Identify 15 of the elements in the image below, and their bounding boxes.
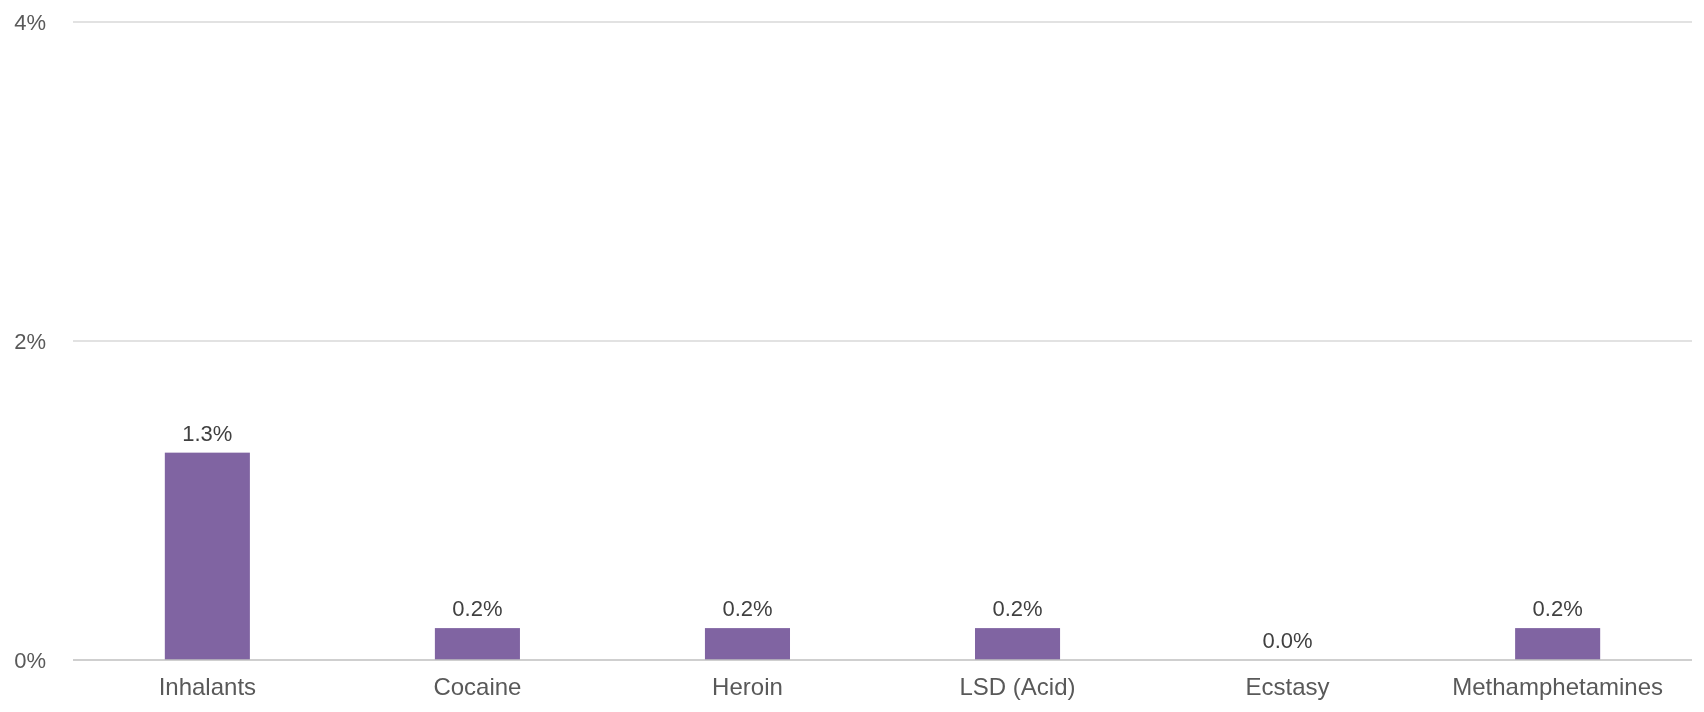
data-label: 0.2% [452,596,503,622]
data-label: 0.0% [1262,628,1313,653]
x-tick-label: Cocaine [433,673,522,700]
x-tick-label: Methamphetamines [1452,673,1664,700]
x-tick-label: LSD (Acid) [959,673,1076,700]
x-tick-label: Inhalants [158,673,257,700]
data-label: 0.2% [992,596,1043,622]
x-tick-label: Heroin [712,673,783,700]
data-label: 0.2% [722,596,773,622]
y-tick-label: 0% [14,647,46,673]
data-label: 1.3% [182,420,233,446]
x-tick-label: Ecstasy [1245,673,1330,700]
y-tick-label: 4% [14,9,46,35]
data-label: 0.2% [1532,596,1583,622]
y-tick-label: 2% [14,328,46,354]
